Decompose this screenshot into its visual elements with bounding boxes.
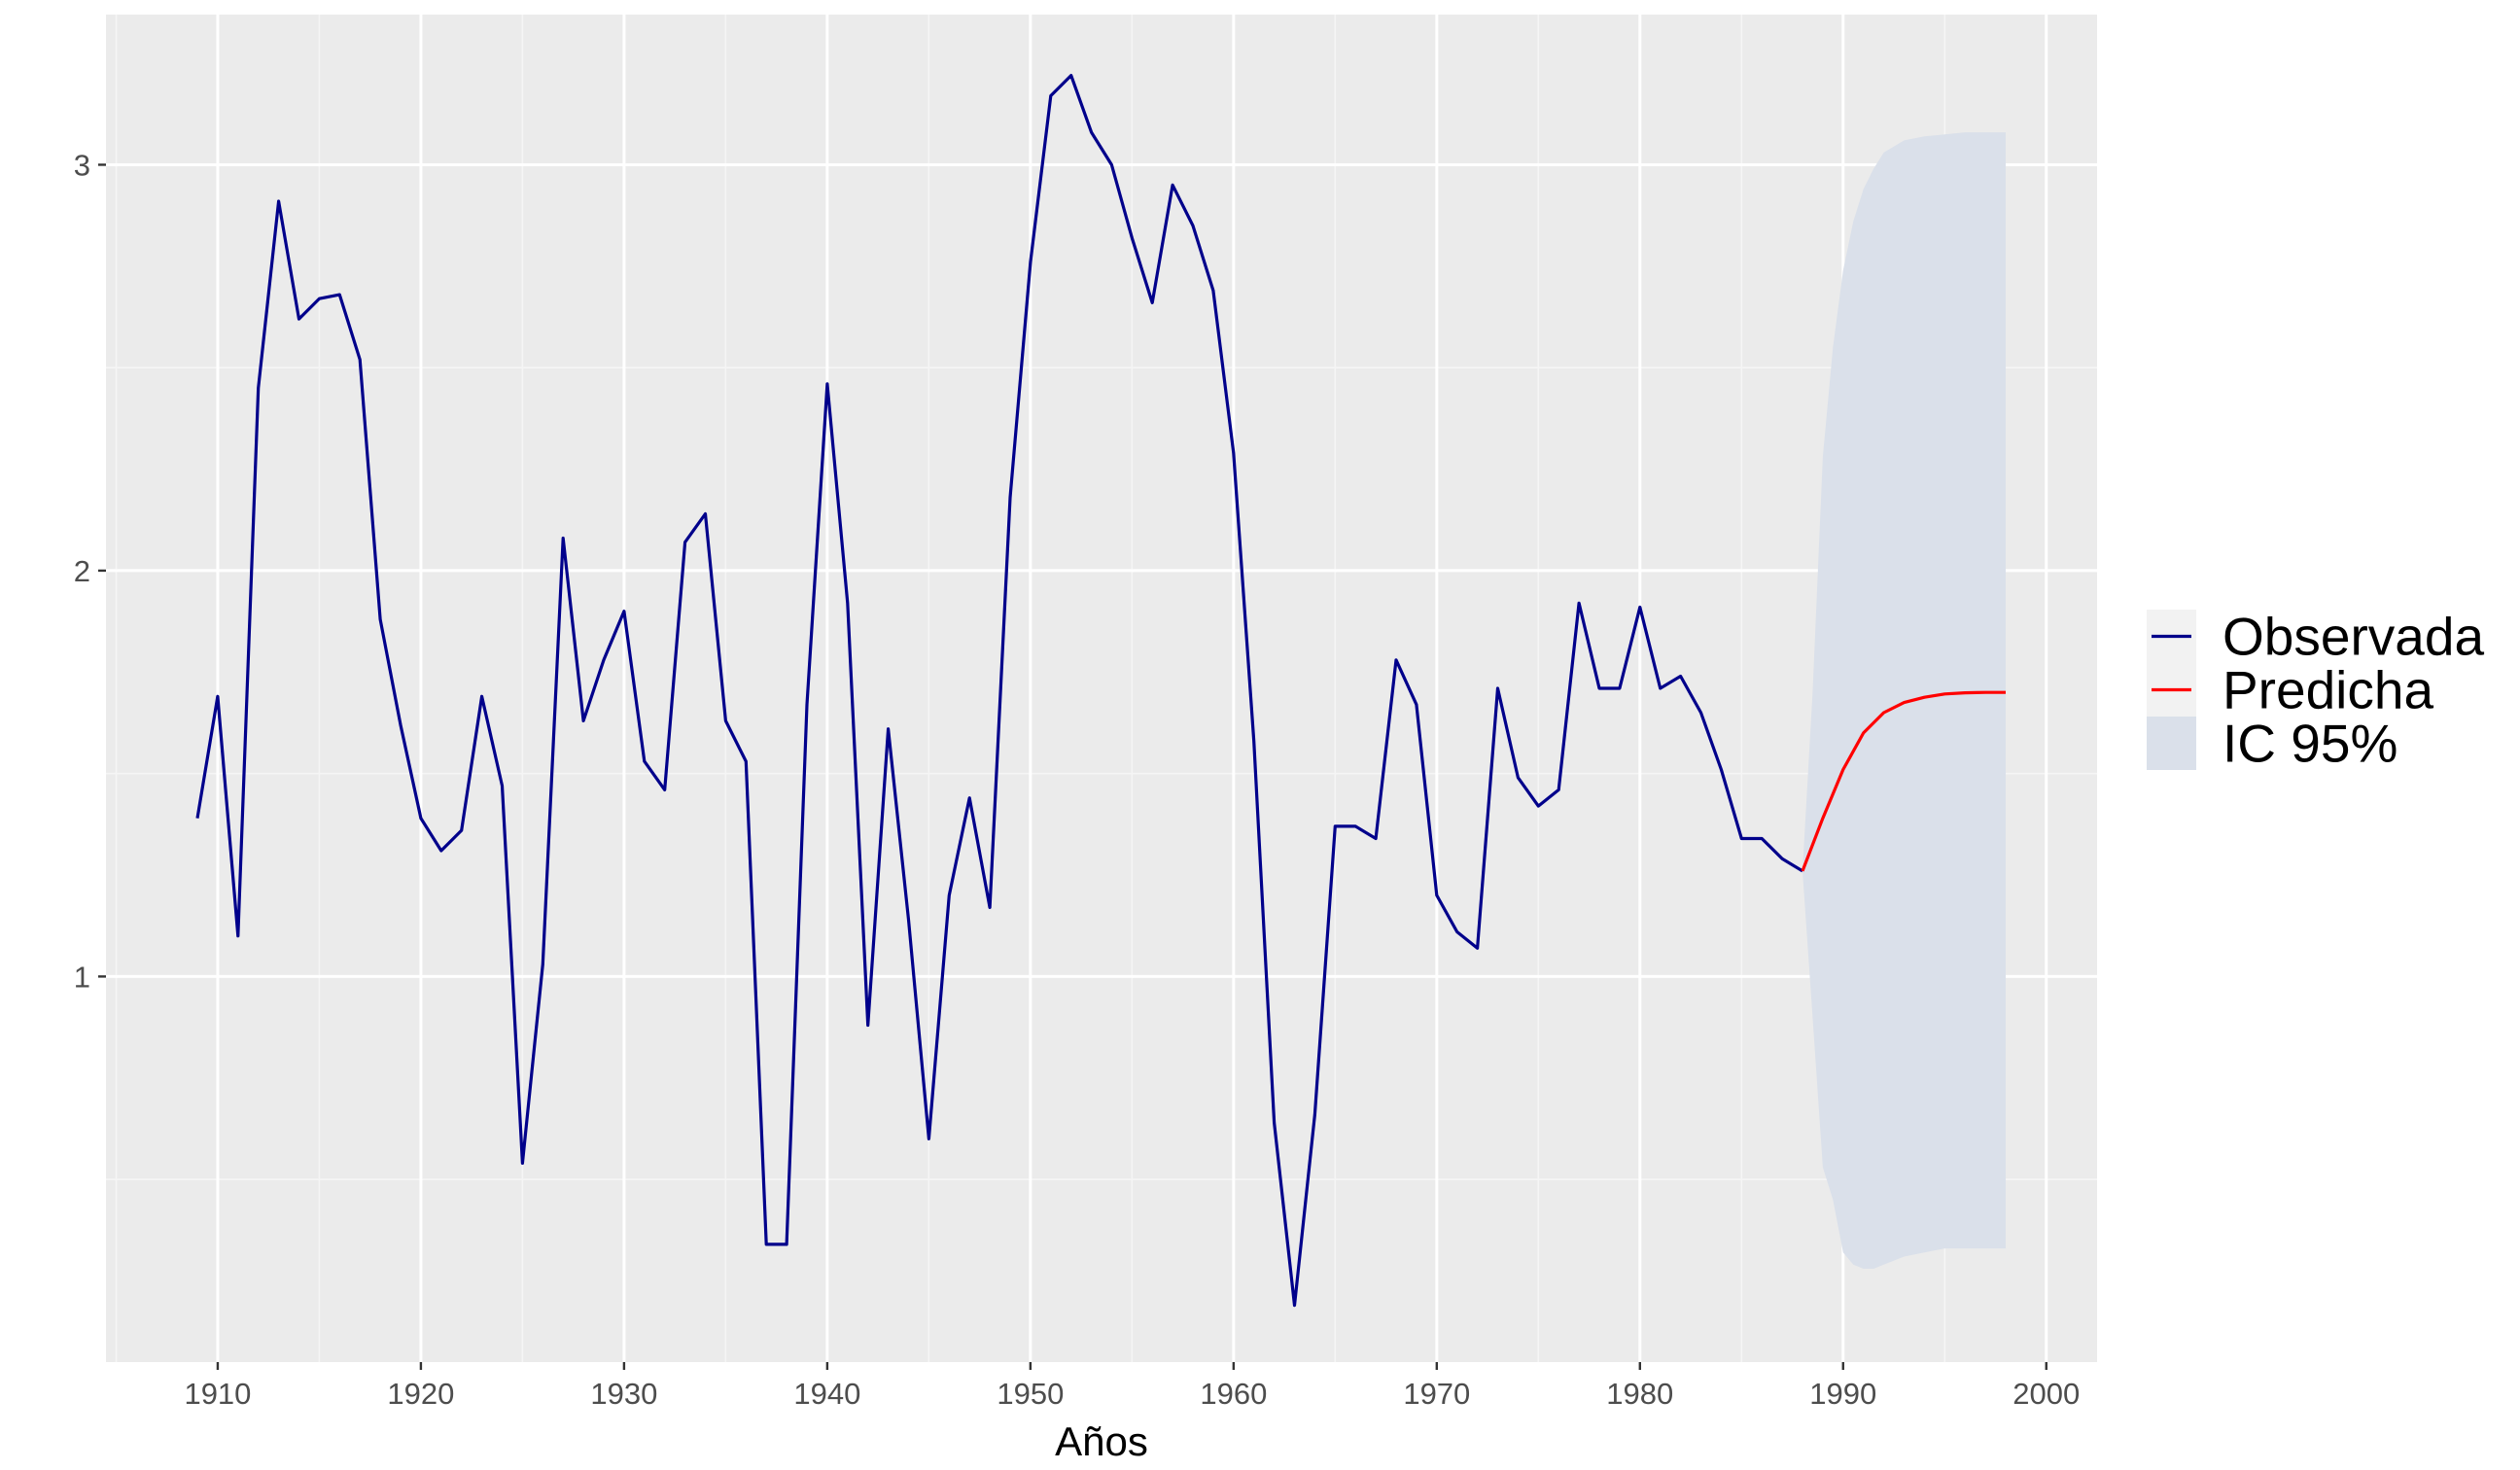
x-tick-label: 1920: [387, 1377, 454, 1411]
plot-panel: [106, 15, 2097, 1362]
legend-label-observada: Observada: [2222, 607, 2484, 667]
confidence-band: [1802, 132, 2006, 1270]
x-tick-label: 1990: [1809, 1377, 1876, 1411]
y-tick-label: 3: [74, 148, 90, 182]
x-tick-label: 2000: [2012, 1377, 2080, 1411]
x-axis: 1910 1920 1930 1940 1950 1960 1970 1980 1990 2000: [184, 1362, 2080, 1411]
series-line-observada: [195, 73, 1803, 1308]
series-line-predicha: [1801, 690, 2006, 872]
y-axis: 1 2 3: [74, 148, 106, 994]
x-tick-label: 1960: [1200, 1377, 1267, 1411]
y-tick-label: 1: [74, 960, 90, 994]
legend-label-predicha: Predicha: [2222, 660, 2433, 720]
x-tick-label: 1980: [1606, 1377, 1673, 1411]
x-axis-title: Años: [1055, 1418, 1148, 1464]
legend-key-ic-95: [2147, 717, 2196, 770]
x-tick-label: 1940: [793, 1377, 860, 1411]
x-tick-label: 1970: [1403, 1377, 1470, 1411]
x-tick-label: 1950: [997, 1377, 1064, 1411]
y-tick-label: 2: [74, 554, 90, 588]
x-tick-label: 1910: [184, 1377, 251, 1411]
x-tick-label: 1930: [590, 1377, 657, 1411]
legend-label-ic-95: IC 95%: [2222, 714, 2398, 774]
